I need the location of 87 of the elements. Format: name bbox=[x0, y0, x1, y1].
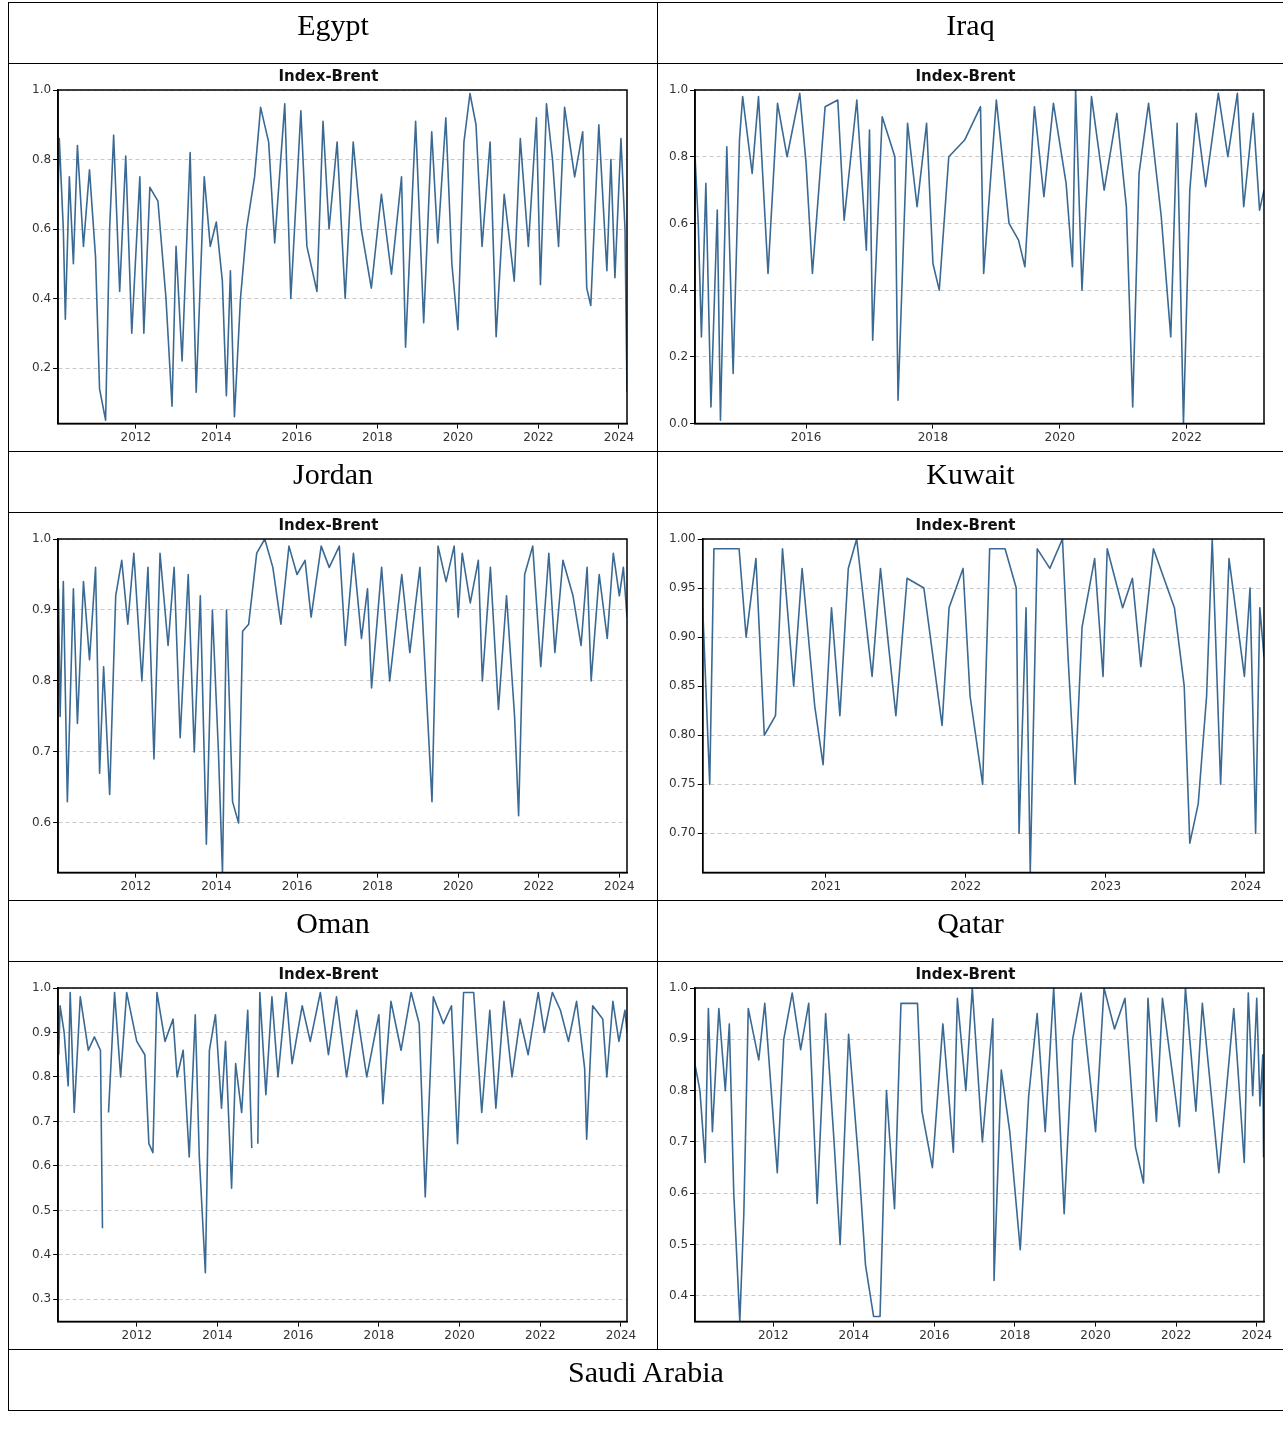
x-tick-label: 2018 bbox=[999, 1327, 1031, 1342]
x-tick-label: 2012 bbox=[757, 1327, 789, 1342]
x-tick-label: 2020 bbox=[442, 429, 473, 444]
chart-subtitle: Index-Brent bbox=[915, 66, 1016, 85]
y-tick-label: 0.9 bbox=[31, 1024, 51, 1039]
y-tick-label: 0.6 bbox=[31, 221, 51, 236]
x-tick-label: 2018 bbox=[363, 1327, 394, 1342]
x-tick-label: 2012 bbox=[120, 878, 151, 893]
x-tick-label: 2014 bbox=[838, 1327, 870, 1342]
x-tick-label: 2016 bbox=[281, 429, 312, 444]
y-tick-label: 1.0 bbox=[668, 82, 689, 97]
chart-subtitle: Index-Brent bbox=[278, 964, 378, 983]
y-tick-label: 0.70 bbox=[669, 825, 696, 840]
x-tick-label: 2014 bbox=[201, 1327, 233, 1342]
x-tick-label: 2020 bbox=[443, 1327, 475, 1342]
x-tick-label: 2022 bbox=[522, 878, 554, 893]
y-tick-label: 0.3 bbox=[31, 1291, 51, 1306]
x-tick-label: 2023 bbox=[1090, 878, 1122, 893]
x-tick-label: 2012 bbox=[120, 1327, 152, 1342]
y-tick-label: 0.9 bbox=[31, 602, 51, 617]
y-tick-label: 0.80 bbox=[669, 727, 696, 742]
chart-subtitle: Index-Brent bbox=[278, 515, 378, 534]
y-tick-label: 0.8 bbox=[668, 148, 689, 163]
chart-subtitle: Index-Brent bbox=[915, 964, 1016, 983]
x-tick-label: 2016 bbox=[919, 1327, 950, 1342]
x-tick-label: 2020 bbox=[1080, 1327, 1111, 1342]
y-tick-label: 0.4 bbox=[668, 1288, 689, 1303]
x-tick-label: 2012 bbox=[120, 429, 151, 444]
x-tick-label: 2024 bbox=[1241, 1327, 1273, 1342]
y-tick-label: 1.00 bbox=[669, 531, 696, 546]
y-tick-label: 0.7 bbox=[31, 1113, 51, 1128]
y-tick-label: 0.8 bbox=[31, 151, 51, 166]
x-tick-label: 2024 bbox=[603, 429, 634, 444]
y-tick-label: 0.6 bbox=[31, 1158, 51, 1173]
y-tick-label: 0.6 bbox=[31, 815, 51, 830]
y-tick-label: 1.0 bbox=[668, 980, 689, 995]
y-tick-label: 1.0 bbox=[31, 531, 51, 546]
y-tick-label: 0.6 bbox=[668, 215, 689, 230]
y-tick-label: 0.4 bbox=[31, 290, 51, 305]
chart-title: Iraq bbox=[658, 3, 1283, 64]
x-tick-label: 2016 bbox=[281, 878, 312, 893]
x-tick-label: 2024 bbox=[605, 1327, 636, 1342]
y-tick-label: 0.95 bbox=[669, 580, 696, 595]
chart-subtitle: Index-Brent bbox=[915, 515, 1016, 534]
y-tick-label: 0.2 bbox=[31, 360, 51, 375]
y-tick-label: 0.90 bbox=[669, 629, 696, 644]
y-tick-label: 0.2 bbox=[668, 349, 689, 364]
y-tick-label: 0.5 bbox=[31, 1202, 51, 1217]
x-tick-label: 2014 bbox=[200, 878, 232, 893]
y-tick-label: 0.8 bbox=[668, 1082, 689, 1097]
y-tick-label: 0.8 bbox=[31, 673, 51, 688]
x-tick-label: 2022 bbox=[522, 429, 554, 444]
x-tick-label: 2022 bbox=[524, 1327, 556, 1342]
chart-title: Qatar bbox=[658, 901, 1283, 962]
y-tick-label: 0.4 bbox=[668, 282, 689, 297]
y-tick-label: 0.7 bbox=[31, 744, 51, 759]
x-tick-label: 2016 bbox=[282, 1327, 313, 1342]
y-tick-label: 0.75 bbox=[669, 776, 696, 791]
y-tick-label: 0.85 bbox=[669, 678, 696, 693]
chart-title: Jordan bbox=[9, 452, 657, 513]
y-tick-label: 0.8 bbox=[31, 1069, 51, 1084]
x-tick-label: 2022 bbox=[1160, 1327, 1192, 1342]
y-tick-label: 0.4 bbox=[31, 1247, 51, 1262]
x-tick-label: 2020 bbox=[442, 878, 473, 893]
chart-title: Oman bbox=[9, 901, 657, 962]
x-tick-label: 2024 bbox=[1230, 878, 1262, 893]
x-tick-label: 2018 bbox=[361, 429, 393, 444]
y-tick-label: 0.6 bbox=[668, 1185, 689, 1200]
chart-subtitle: Index-Brent bbox=[278, 66, 378, 85]
x-tick-label: 2020 bbox=[1044, 429, 1076, 444]
x-tick-label: 2014 bbox=[200, 429, 232, 444]
x-tick-label: 2022 bbox=[950, 878, 982, 893]
x-tick-label: 2022 bbox=[1171, 429, 1202, 444]
y-tick-label: 0.0 bbox=[668, 415, 689, 430]
y-tick-label: 0.5 bbox=[668, 1236, 689, 1251]
x-tick-label: 2018 bbox=[361, 878, 393, 893]
y-tick-label: 1.0 bbox=[31, 980, 51, 995]
x-tick-label: 2024 bbox=[603, 878, 635, 893]
x-tick-label: 2018 bbox=[917, 429, 949, 444]
chart-title: Kuwait bbox=[658, 452, 1283, 513]
y-tick-label: 0.7 bbox=[668, 1134, 689, 1149]
y-tick-label: 1.0 bbox=[31, 82, 51, 97]
text: Saudi Arabia bbox=[9, 1350, 1283, 1410]
chart-title: Egypt bbox=[9, 3, 657, 64]
x-tick-label: 2021 bbox=[810, 878, 842, 893]
y-tick-label: 0.9 bbox=[668, 1031, 689, 1046]
x-tick-label: 2016 bbox=[790, 429, 822, 444]
